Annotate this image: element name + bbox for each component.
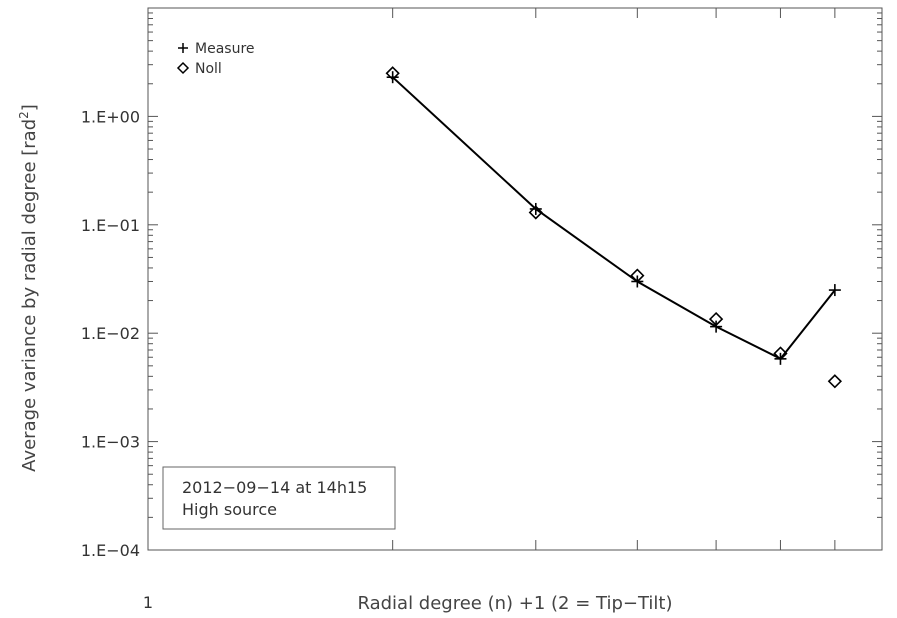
y-tick-labels: 1.E−04 1.E−03 1.E−02 1.E−01 1.E+00 bbox=[81, 107, 140, 560]
y-tick-label: 1.E−04 bbox=[81, 541, 140, 560]
noll-point bbox=[385, 66, 400, 81]
annotation-line-1: 2012−09−14 at 14h15 bbox=[182, 478, 367, 497]
x-tick-labels: 1 bbox=[143, 593, 153, 612]
y-axis-label-text: Average variance by radial degree [rad bbox=[19, 119, 40, 472]
measure-point bbox=[710, 320, 723, 333]
measure-point bbox=[828, 284, 841, 297]
measure-point bbox=[386, 71, 399, 84]
x-axis-label: Radial degree (n) +1 (2 = Tip−Tilt) bbox=[357, 593, 672, 614]
legend-noll-label: Noll bbox=[195, 61, 222, 77]
x-tick-label: 1 bbox=[143, 593, 153, 612]
legend-measure-marker bbox=[178, 43, 188, 53]
series-measure bbox=[386, 71, 841, 365]
measure-point bbox=[529, 202, 542, 215]
y-tick-label: 1.E−03 bbox=[81, 433, 140, 452]
y-axis-label: Average variance by radial degree [rad2] bbox=[17, 104, 40, 472]
plot-frame bbox=[147, 7, 883, 551]
y-axis-label-exponent: 2 bbox=[17, 111, 31, 119]
series-layer bbox=[385, 66, 842, 389]
legend-noll-marker bbox=[176, 61, 190, 75]
annotation-box: 2012−09−14 at 14h15 High source bbox=[162, 466, 396, 530]
noll-point bbox=[630, 268, 645, 283]
y-axis-label-bracket: ] bbox=[19, 104, 40, 111]
annotation-line-2: High source bbox=[182, 500, 277, 519]
legend: Measure Noll bbox=[176, 41, 255, 77]
noll-point bbox=[528, 205, 543, 220]
axis-ticks bbox=[147, 8, 883, 551]
y-tick-label: 1.E−01 bbox=[81, 216, 140, 235]
y-tick-label: 1.E+00 bbox=[81, 107, 140, 126]
series-noll bbox=[385, 66, 842, 389]
plot-axes bbox=[147, 7, 883, 551]
noll-point bbox=[827, 374, 842, 389]
series-line-measure bbox=[392, 76, 836, 361]
legend-measure-label: Measure bbox=[195, 41, 255, 57]
y-tick-label: 1.E−02 bbox=[81, 324, 140, 343]
noll-point bbox=[773, 346, 788, 361]
noll-point bbox=[708, 311, 724, 327]
